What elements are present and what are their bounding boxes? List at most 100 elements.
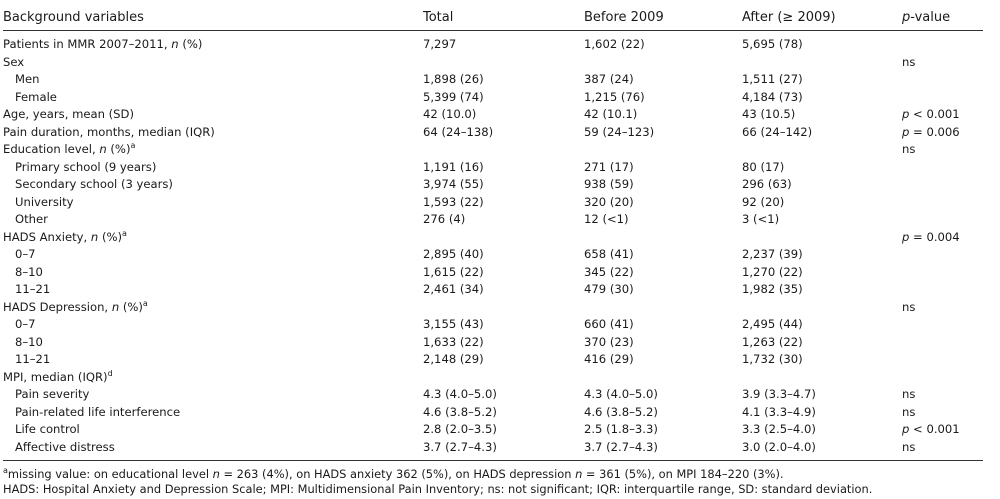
row-label-cell: Pain-related life interference	[15, 404, 181, 419]
total-cell: 1,593 (22)	[423, 194, 484, 209]
table-row: 11–21 2,461 (34) 479 (30) 1,982 (35)	[3, 281, 983, 299]
after-2009-cell: 3 (<1)	[742, 212, 780, 226]
row-label-cell: 11–21	[15, 352, 51, 366]
p-value-cell: ns	[902, 387, 916, 401]
p-value-cell: p = 0.006	[902, 124, 960, 139]
table-row: Men 1,898 (26) 387 (24) 1,511 (27)	[3, 71, 983, 89]
table-row: Life control 2.8 (2.0–3.5) 2.5 (1.8–3.3) 3.…	[3, 421, 983, 439]
after-2009-cell: 1,270 (22)	[742, 264, 803, 279]
table-row: Secondary school (3 years) 3,974 (55) 938 …	[3, 176, 983, 194]
before-2009-cell: 4.3 (4.0–5.0)	[584, 387, 658, 401]
after-2009-cell: 1,732 (30)	[742, 352, 803, 366]
row-label-cell: Age, years, mean (SD)	[3, 107, 134, 121]
row-label-cell: Life control	[15, 422, 80, 436]
table-row: Affective distress 3.7 (2.7–4.3) 3.7 (2.7–…	[3, 438, 983, 461]
after-2009-cell: 3.0 (2.0–4.0)	[742, 438, 902, 461]
p-value-cell	[902, 264, 983, 282]
row-label-cell: Primary school (9 years)	[15, 159, 157, 174]
row-label-cell: Men	[15, 72, 40, 86]
after-2009-cell: 5,695 (78)	[742, 37, 803, 51]
background-variables-table: Background variables Total Before 2009 A…	[3, 4, 983, 461]
total-cell: 1,191 (16)	[423, 159, 484, 174]
total-cell	[423, 299, 584, 317]
p-value-cell	[902, 159, 983, 177]
p-value-cell: p < 0.001	[902, 107, 960, 121]
row-label-cell: 0–7	[15, 247, 36, 261]
table-row: MPI, median (IQR)d	[3, 369, 983, 387]
total-cell: 4.6 (3.8–5.2)	[423, 404, 497, 419]
column-header-p-value: p-value	[902, 4, 983, 31]
after-2009-cell	[742, 229, 902, 247]
p-value-cell: ns	[902, 404, 916, 419]
p-value-cell	[902, 316, 983, 334]
row-label-cell: 11–21	[15, 282, 51, 296]
before-2009-cell: 1,215 (76)	[584, 89, 645, 104]
before-2009-cell: 345 (22)	[584, 264, 634, 279]
p-value-cell	[902, 71, 983, 89]
before-2009-cell: 938 (59)	[584, 177, 634, 191]
p-value-cell	[902, 246, 983, 264]
after-2009-cell	[742, 299, 902, 317]
table-row: 0–7 2,895 (40) 658 (41) 2,237 (39)	[3, 246, 983, 264]
table-row: HADS Anxiety, n (%)a p = 0.004	[3, 229, 983, 247]
row-label-cell: Female	[15, 89, 57, 104]
after-2009-cell: 80 (17)	[742, 159, 785, 174]
before-2009-cell: 387 (24)	[584, 72, 634, 86]
row-label-cell: Secondary school (3 years)	[15, 177, 173, 191]
row-label-cell: MPI, median (IQR)d	[3, 368, 113, 384]
table-row: Female 5,399 (74) 1,215 (76) 4,184 (73)	[3, 89, 983, 107]
p-value-cell	[902, 194, 983, 212]
after-2009-cell: 1,511 (27)	[742, 72, 803, 86]
table-row: Education level, n (%)a ns	[3, 141, 983, 159]
p-value-cell: ns	[902, 438, 983, 461]
before-2009-cell: 42 (10.1)	[584, 107, 638, 121]
footnote-abbreviations: HADS: Hospital Anxiety and Depression Sc…	[3, 482, 873, 496]
table-row: Pain duration, months, median (IQR) 64 (2…	[3, 124, 983, 142]
total-cell: 1,898 (26)	[423, 72, 484, 86]
table-row: Pain-related life interference 4.6 (3.8–5…	[3, 404, 983, 422]
footnote-missing-values: amissing value: on educational level n =…	[3, 466, 784, 481]
before-2009-cell	[584, 299, 742, 317]
after-2009-cell: 1,982 (35)	[742, 282, 803, 296]
total-cell: 7,297	[423, 37, 457, 51]
row-label-cell: 0–7	[15, 317, 36, 331]
before-2009-cell: 3.7 (2.7–4.3)	[584, 438, 742, 461]
total-cell: 276 (4)	[423, 212, 466, 226]
table-row: 8–10 1,633 (22) 370 (23) 1,263 (22)	[3, 334, 983, 352]
table-row: Other 276 (4) 12 (<1) 3 (<1)	[3, 211, 983, 229]
total-cell: 42 (10.0)	[423, 107, 477, 121]
p-value-cell	[902, 351, 983, 369]
p-value-cell	[902, 334, 983, 352]
row-label-cell: Pain severity	[15, 387, 90, 401]
before-2009-cell	[584, 141, 742, 159]
after-2009-cell: 4.1 (3.3–4.9)	[742, 404, 816, 419]
total-cell	[423, 369, 584, 387]
total-cell: 3.7 (2.7–4.3)	[423, 438, 584, 461]
before-2009-cell	[584, 229, 742, 247]
total-cell: 3,974 (55)	[423, 177, 484, 191]
table-row: 8–10 1,615 (22) 345 (22) 1,270 (22)	[3, 264, 983, 282]
after-2009-cell: 2,237 (39)	[742, 247, 803, 261]
before-2009-cell: 12 (<1)	[584, 212, 629, 226]
table-body: Patients in MMR 2007–2011, n (%) 7,297 1,6…	[3, 31, 983, 461]
table-container: Background variables Total Before 2009 A…	[3, 4, 983, 497]
before-2009-cell: 660 (41)	[584, 317, 634, 331]
before-2009-cell: 4.6 (3.8–5.2)	[584, 404, 658, 419]
p-value-cell	[902, 31, 983, 54]
p-value-cell: ns	[902, 142, 916, 156]
p-value-cell	[902, 281, 983, 299]
p-value-cell: ns	[902, 299, 916, 314]
after-2009-cell	[742, 141, 902, 159]
column-header-total: Total	[423, 4, 584, 31]
before-2009-cell: 658 (41)	[584, 247, 634, 261]
after-2009-cell: 4,184 (73)	[742, 89, 803, 104]
after-2009-cell: 1,263 (22)	[742, 334, 803, 349]
p-value-cell	[902, 211, 983, 229]
row-label-cell: 8–10	[15, 334, 43, 349]
before-2009-cell: 59 (24–123)	[584, 124, 655, 139]
row-label-cell: Patients in MMR 2007–2011, n (%)	[3, 37, 203, 51]
before-2009-cell: 271 (17)	[584, 159, 634, 174]
p-value-cell: ns	[902, 54, 916, 69]
before-2009-cell: 416 (29)	[584, 352, 634, 366]
total-cell: 1,633 (22)	[423, 334, 484, 349]
